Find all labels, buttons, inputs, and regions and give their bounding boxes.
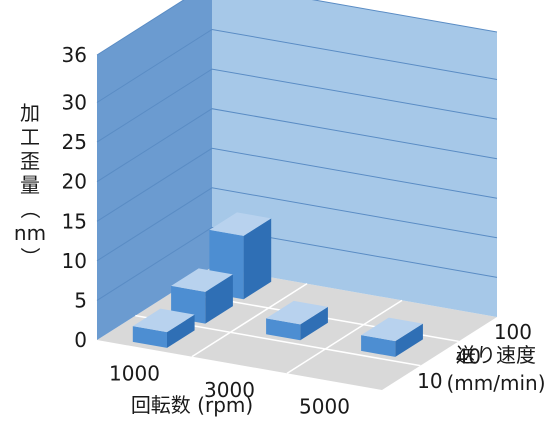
bar-3000-40 — [266, 300, 328, 341]
bar-side — [300, 306, 328, 341]
y-axis-label-char: （ — [18, 199, 42, 219]
x-tick-label: 5000 — [299, 395, 350, 419]
x-tick-label: 1000 — [109, 361, 160, 385]
gridline-15 — [96, 147, 498, 222]
bar-top — [266, 300, 328, 325]
back-wall — [212, 0, 497, 317]
y-tick-label: 15 — [62, 209, 87, 233]
x-axis-label: 回転数 (rpm) — [131, 393, 253, 417]
depth-tick-label: 100 — [494, 320, 532, 344]
gridline-25 — [96, 68, 498, 143]
floor-grid-x — [286, 299, 403, 374]
y-axis-label-char: ） — [18, 247, 42, 267]
gridline-5 — [96, 226, 498, 301]
chart-grid — [96, 0, 498, 374]
bar-side — [395, 323, 423, 357]
y-axis-label-char: 歪 — [20, 149, 40, 173]
bar-side — [243, 218, 272, 300]
depth-tick-label: 40 — [456, 345, 481, 369]
bar-1000-10 — [132, 308, 195, 348]
gridline-30 — [96, 28, 498, 103]
y-tick-label: 25 — [62, 130, 87, 154]
bar-top — [209, 212, 272, 236]
bar-top — [171, 268, 233, 292]
gridline-36 — [96, 0, 498, 56]
floor-grid-x — [191, 283, 308, 358]
bar-side — [205, 274, 233, 324]
bar-5000-40 — [361, 317, 423, 357]
side-wall — [97, 0, 212, 340]
y-axis-label-char: 工 — [20, 125, 40, 149]
depth-axis-label-line2: (mm/min) — [446, 371, 545, 395]
bar-front — [132, 326, 167, 348]
depth-tick-label: 10 — [417, 369, 442, 393]
chart-bars — [132, 212, 423, 357]
gridline-20 — [96, 108, 498, 183]
depth-axis-label-line1: 送り速度 — [456, 343, 536, 367]
bar-side — [167, 314, 195, 348]
bar-top — [132, 308, 195, 333]
y-axis-label-char: 量 — [20, 173, 40, 197]
y-tick-label: 5 — [74, 288, 87, 312]
bar-front — [361, 335, 396, 357]
y-tick-label: 36 — [62, 43, 87, 67]
y-tick-label: 10 — [62, 249, 87, 273]
y-axis-label-char: nm — [14, 221, 46, 245]
y-tick-label: 20 — [62, 170, 87, 194]
bar-front — [266, 318, 301, 341]
bar-top — [361, 317, 423, 342]
x-tick-label: 3000 — [204, 378, 255, 402]
y-axis-label-char: 加 — [20, 101, 40, 125]
chart-ticks: 0 5 10 15 20 25 30 36 1000 3000 5000 10 40 100 — [62, 43, 532, 419]
gridline-10 — [96, 187, 498, 262]
y-tick-label: 30 — [62, 91, 87, 115]
y-tick-label: 0 — [74, 328, 87, 352]
